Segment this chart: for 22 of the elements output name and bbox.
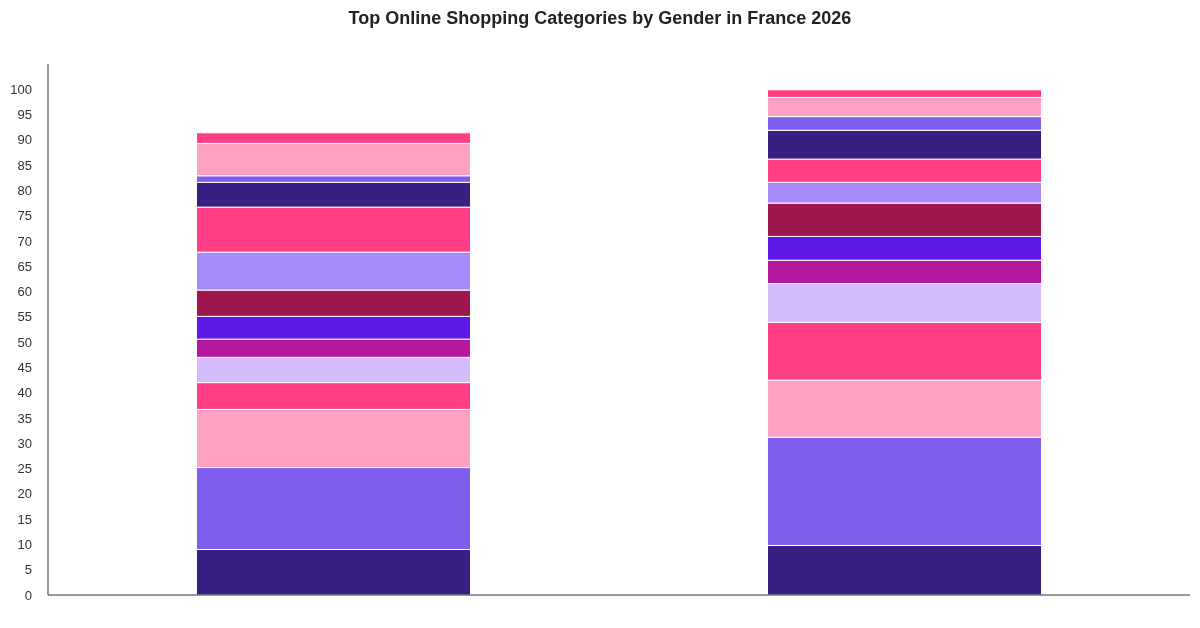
y-tick-label: 75	[17, 208, 32, 224]
y-tick-label: 100	[10, 81, 32, 97]
y-tick-label: 90	[17, 132, 32, 148]
y-tick-label: 35	[17, 410, 32, 426]
y-tick-label: 85	[17, 157, 32, 173]
y-tick-label: 0	[24, 587, 32, 603]
y-tick-label: 40	[17, 385, 32, 401]
y-tick-label: 25	[17, 461, 32, 477]
y-tick-label: 60	[17, 284, 32, 300]
y-tick-label: 65	[17, 258, 32, 274]
y-tick-label: 95	[17, 107, 32, 123]
y-tick-label: 15	[17, 511, 32, 527]
y-tick-label: 5	[24, 562, 32, 578]
y-tick-label: 45	[17, 359, 32, 375]
chart-title: Top Online Shopping Categories by Gender in France 2026	[348, 8, 852, 28]
y-tick-label: 50	[17, 334, 32, 350]
y-tick-label: 20	[17, 486, 32, 502]
y-tick-label: 30	[17, 435, 32, 451]
y-tick-label: 10	[17, 536, 32, 552]
y-tick-label: 70	[17, 233, 32, 249]
y-tick-label: 55	[17, 309, 32, 325]
y-tick-label: 80	[17, 182, 32, 198]
